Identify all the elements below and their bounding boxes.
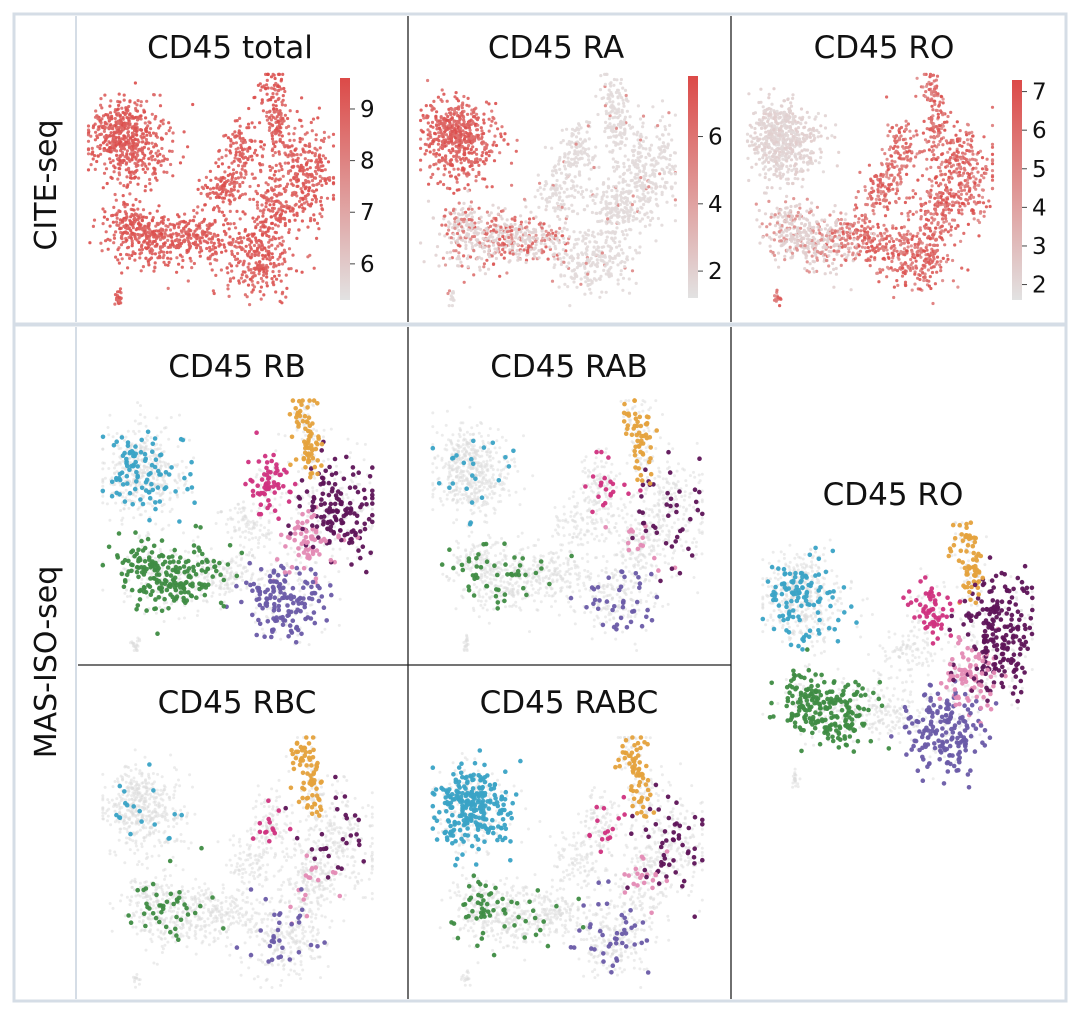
colorbar-tick-label: 2 [708,259,723,285]
row-label-cite: CITE-seq [29,119,64,250]
umap-cd45-rab [430,398,705,652]
colorbar-tick-label: 6 [360,252,375,278]
iso-frame [12,323,1068,1003]
colorbar-tick-label: 5 [1032,157,1047,183]
umap-cd45-total [86,72,336,307]
colorbar-tick-label: 4 [708,192,723,218]
panel-title-cd45-rbc: CD45 RBC [158,685,317,721]
colorbar-tick-label: 9 [360,97,375,123]
colorbar-cd45-total: 6 7 8 9 [340,78,375,300]
umap-cd45-rbc [101,735,374,989]
colorbar-cd45-ra: 2 4 6 [688,76,723,298]
colorbar-tick-label: 2 [1032,273,1047,299]
panel-title-cd45-rab: CD45 RAB [490,349,648,385]
colorbar-cd45-ro: 2 3 4 5 6 7 [1012,80,1047,300]
umap-cd45-ra [419,72,678,308]
colorbar-gradient [340,78,350,300]
colorbar-tick-label: 7 [1032,80,1047,106]
panel-title-cd45-rabc: CD45 RABC [480,685,659,721]
umap-cd45-ro-iso [760,520,1035,790]
colorbar-tick-label: 8 [360,149,375,175]
colorbar-gradient [1012,80,1022,300]
panel-title-cd45-ro-iso: CD45 RO [823,477,964,513]
colorbar-tick-label: 3 [1032,234,1047,260]
panel-title-cd45-ro-cite: CD45 RO [814,30,955,66]
umap-cd45-ro-cite [745,72,995,308]
panel-title-cd45-total: CD45 total [147,30,313,66]
colorbar-tick-label: 4 [1032,195,1047,221]
colorbar-tick-label: 6 [1032,118,1047,144]
panel-title-cd45-rb: CD45 RB [168,349,306,385]
row-label-iso: MAS-ISO-seq [29,566,64,759]
colorbar-tick-label: 6 [708,125,723,151]
umap-cd45-rabc [430,735,705,989]
colorbar-gradient [688,76,698,298]
umap-cd45-rb [100,398,375,652]
colorbar-tick-label: 7 [360,200,375,226]
panel-title-cd45-ra: CD45 RA [488,30,624,66]
